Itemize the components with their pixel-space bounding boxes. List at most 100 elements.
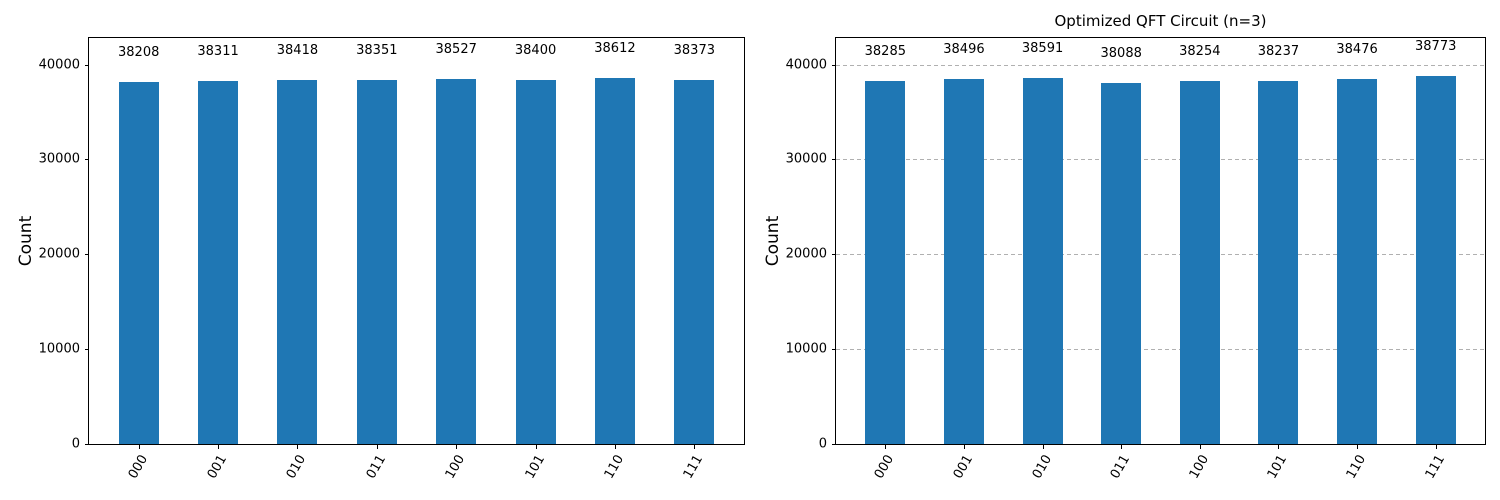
x-tick-slot: 011: [1082, 444, 1161, 500]
x-tick-label: 111: [681, 452, 707, 482]
bar-value-label: 38476: [1336, 42, 1378, 58]
bar-slot: 38773: [1396, 38, 1475, 444]
x-tick-slot: 110: [1318, 444, 1397, 500]
bar-slot: 38208: [99, 38, 178, 444]
x-tick-mark: [1278, 445, 1280, 449]
y-tick-label: 20000: [785, 246, 827, 262]
bar-slot: 38311: [178, 38, 257, 444]
bar-slot: 38527: [417, 38, 496, 444]
y-tick-label: 0: [71, 436, 80, 452]
bar-value-label: 38237: [1257, 44, 1300, 60]
bar-slot: 38612: [575, 38, 654, 444]
bar: [943, 78, 984, 444]
x-tick-mark: [694, 445, 696, 449]
x-tick-mark: [218, 445, 220, 449]
x-tick-label: 000: [125, 452, 151, 482]
bars-row: 38208 38311 38418 38351 38527 38400 38612 38373: [89, 38, 744, 444]
y-tick-label: 40000: [785, 57, 827, 73]
x-tick-slot: 100: [1161, 444, 1240, 500]
y-tick-mark: [832, 254, 836, 256]
bar: [356, 80, 397, 444]
y-tick-label: 10000: [785, 341, 827, 357]
x-tick-mark: [297, 445, 299, 449]
x-tick-mark: [1121, 445, 1123, 449]
bar-value-label: 38400: [514, 42, 557, 58]
x-tick-label: 010: [284, 452, 310, 482]
x-tick-slot: 101: [1239, 444, 1318, 500]
bar: [1101, 82, 1142, 444]
y-tick-mark: [832, 159, 836, 161]
bar-slot: 38351: [337, 38, 416, 444]
x-tick-slot: 001: [925, 444, 1004, 500]
gridline: [836, 254, 1485, 256]
bar-slot: 38088: [1082, 38, 1161, 444]
x-tick-label: 101: [1265, 452, 1291, 482]
axes: 0 10000 20000 30000 40000 38285 38496 38591 3808…: [786, 37, 1486, 482]
bar: [198, 80, 239, 444]
bar: [118, 81, 159, 444]
bar-value-label: 38254: [1179, 44, 1221, 60]
x-tick-mark: [1199, 445, 1201, 449]
y-tick-mark: [85, 444, 89, 445]
x-tick-mark: [456, 445, 458, 449]
axes: 0 10000 20000 30000 40000 38208 38311 38418 3835…: [39, 37, 745, 482]
x-tick-mark: [1042, 445, 1044, 449]
x-tick-slot: 111: [1396, 444, 1475, 500]
bar-value-label: 38773: [1415, 39, 1457, 55]
bar-value-label: 38311: [197, 43, 239, 59]
y-tick-mark: [832, 444, 836, 445]
histogram-right: Optimized QFT Circuit (n=3) Count 0 10000…: [763, 14, 1486, 482]
y-tick-label: 10000: [38, 341, 80, 357]
x-tick-mark: [376, 445, 378, 449]
x-tick-mark: [1357, 445, 1359, 449]
x-ticks-row: 000 001 010 011 100 101 110 111: [836, 444, 1485, 500]
x-tick-mark: [535, 445, 537, 449]
y-tick-mark: [832, 64, 836, 66]
bar: [865, 80, 906, 444]
x-tick-label: 011: [363, 452, 389, 482]
x-tick-mark: [885, 445, 887, 449]
bar-slot: 38373: [655, 38, 734, 444]
bar: [1022, 77, 1063, 444]
bar: [1415, 76, 1456, 444]
y-tick-label: 0: [818, 436, 827, 452]
bar-slot: 38237: [1239, 38, 1318, 444]
x-tick-label: 111: [1422, 452, 1448, 482]
bar-value-label: 38527: [435, 41, 477, 57]
bar-value-label: 38088: [1100, 45, 1142, 61]
bar-value-label: 38373: [673, 43, 715, 58]
bar-value-label: 38418: [276, 42, 319, 58]
y-tick-label: 30000: [785, 151, 827, 167]
y-tick-mark: [85, 349, 89, 351]
bar: [1337, 79, 1378, 444]
y-axis-label: Count: [763, 215, 783, 267]
bar: [674, 80, 715, 444]
bar: [1179, 81, 1220, 444]
bar-slot: 38418: [258, 38, 337, 444]
x-tick-slot: 110: [575, 444, 654, 500]
bar: [436, 78, 477, 444]
x-tick-label: 000: [872, 452, 898, 482]
y-tick-label: 20000: [38, 246, 80, 262]
x-tick-label: 100: [442, 452, 469, 482]
x-tick-slot: 010: [1003, 444, 1082, 500]
bar-value-label: 38612: [594, 40, 636, 56]
gridline: [836, 64, 1485, 66]
bar-slot: 38591: [1003, 38, 1082, 444]
y-tick-label: 30000: [38, 151, 80, 167]
x-tick-slot: 101: [496, 444, 575, 500]
x-tick-label: 101: [522, 452, 548, 482]
x-tick-label: 110: [601, 452, 628, 482]
x-tick-mark: [1435, 445, 1437, 449]
y-tick-mark: [85, 254, 89, 256]
bar: [515, 79, 556, 444]
y-tick-mark: [832, 349, 836, 351]
bar-slot: 38254: [1161, 38, 1240, 444]
bar-value-label: 38285: [864, 43, 906, 59]
histogram-left: Count 0 10000 20000 30000 40000 38208 38311 384…: [16, 37, 745, 482]
bar-value-label: 38208: [118, 44, 160, 60]
x-tick-slot: 001: [178, 444, 257, 500]
bar-value-label: 38496: [943, 41, 985, 57]
gridline: [836, 159, 1485, 161]
bar-slot: 38285: [846, 38, 925, 444]
